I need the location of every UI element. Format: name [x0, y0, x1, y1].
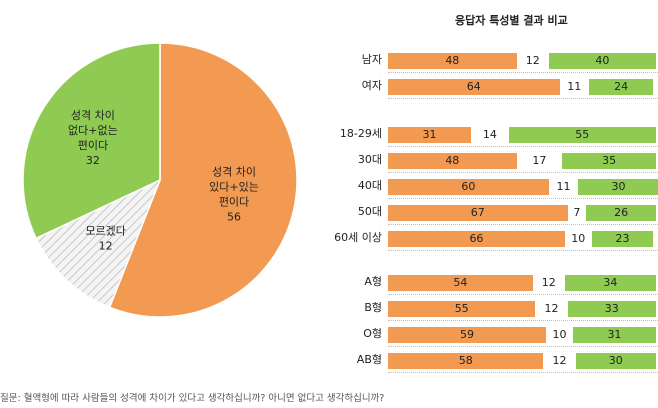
bar-row: 남자 48 12 40: [320, 50, 658, 73]
bar-segment-unsure: 17: [516, 153, 563, 169]
bar-row: O형 59 10 31: [320, 324, 658, 347]
bar-row: A형 54 12 34: [320, 272, 658, 295]
bar-segment-unsure: 12: [543, 353, 576, 369]
bar-segment-no: 34: [564, 275, 656, 291]
bar-segment-no: 24: [589, 79, 654, 95]
bar-segment-no: 35: [562, 153, 656, 169]
bar-row: 여자 64 11 24: [320, 76, 658, 99]
bar-segment-yes: 60: [388, 179, 549, 195]
category-label: 여자: [361, 79, 382, 92]
category-label: B형: [364, 301, 382, 314]
bar-segment-yes: 67: [388, 205, 568, 221]
bar-segment-no: 31: [572, 327, 656, 343]
bar-segment-no: 30: [578, 179, 658, 195]
bar-row: 60세 이상 66 10 23: [320, 228, 658, 251]
pie-slice-label: 없다+없는: [68, 124, 118, 137]
bar-segment-yes: 54: [388, 275, 533, 291]
bar-segment-no: 23: [591, 231, 654, 247]
pie-slice-label: 있다+있는: [209, 181, 259, 194]
bar-segment-yes: 55: [388, 301, 536, 317]
pie-slice-value: 56: [227, 211, 241, 224]
bar-segment-yes: 64: [388, 79, 560, 95]
category-label: 50대: [357, 205, 382, 218]
bar-segment-yes: 48: [388, 53, 517, 69]
bar-segment-yes: 59: [388, 327, 547, 343]
row-divider: [388, 198, 658, 199]
bar-segment-no: 33: [567, 301, 656, 317]
category-label: 남자: [361, 53, 382, 66]
survey-question: 질문: 혈액형에 따라 사람들의 성격에 차이가 있다고 생각하십니까? 아니면…: [0, 393, 385, 404]
bar-row: 40대 60 11 30: [320, 176, 658, 199]
pie-slice-label: 성격 차이: [212, 166, 256, 179]
row-divider: [388, 224, 658, 225]
bar-segment-yes: 48: [388, 153, 517, 169]
pie-slice-value: 12: [99, 239, 113, 252]
bar-segment-unsure: 12: [516, 53, 549, 69]
row-divider: [388, 98, 658, 99]
bar-row: 18-29세 31 14 55: [320, 124, 658, 147]
pie-slice-2: [35, 178, 162, 309]
row-divider: [388, 372, 658, 373]
bar-segment-yes: 31: [388, 127, 472, 143]
pie-slice-3: [22, 42, 161, 240]
bar-segment-no: 40: [548, 53, 656, 69]
pie-slice-label: 편이다: [78, 139, 108, 152]
category-label: AB형: [356, 353, 382, 366]
bar-segment-yes: 58: [388, 353, 544, 369]
category-label: 40대: [357, 179, 382, 192]
bar-segment-unsure: 12: [532, 275, 565, 291]
bar-segment-yes: 66: [388, 231, 565, 247]
bar-segment-unsure: 11: [548, 179, 579, 195]
row-divider: [388, 172, 658, 173]
pie-slice-label: 모르겠다: [85, 224, 125, 237]
row-divider: [388, 72, 658, 73]
row-divider: [388, 294, 658, 295]
bar-segment-no: 30: [575, 353, 656, 369]
bar-segment-unsure: 11: [559, 79, 589, 95]
pie-slice-label: 성격 차이: [71, 109, 115, 122]
chart-title: 응답자 특성별 결과 비교: [455, 14, 568, 27]
bar-row: B형 55 12 33: [320, 298, 658, 321]
bar-segment-unsure: 12: [535, 301, 568, 317]
category-label: A형: [364, 275, 382, 288]
bar-segment-unsure: 7: [567, 205, 587, 221]
pie-slice-value: 32: [86, 154, 100, 167]
bar-segment-no: 26: [586, 205, 656, 221]
row-divider: [388, 146, 658, 147]
bar-segment-unsure: 14: [471, 127, 509, 143]
pie-slice-1: [108, 42, 298, 318]
bar-row: 30대 48 17 35: [320, 150, 658, 173]
row-divider: [388, 346, 658, 347]
pie-slice-label: 편이다: [219, 196, 249, 209]
bar-segment-unsure: 10: [546, 327, 573, 343]
bar-row: 50대 67 7 26: [320, 202, 658, 225]
row-divider: [388, 320, 658, 321]
category-label: 30대: [357, 153, 382, 166]
row-divider: [388, 250, 658, 251]
stacked-bar-chart: 남자 48 12 40 여자 64 11 24 18-29세 31 14 55 30대 48 17 35 40대…: [320, 0, 658, 390]
bar-segment-no: 55: [508, 127, 656, 143]
category-label: O형: [363, 327, 382, 340]
bar-row: AB형 58 12 30: [320, 350, 658, 373]
category-label: 60세 이상: [334, 231, 382, 244]
category-label: 18-29세: [339, 127, 382, 140]
bar-segment-unsure: 10: [564, 231, 592, 247]
